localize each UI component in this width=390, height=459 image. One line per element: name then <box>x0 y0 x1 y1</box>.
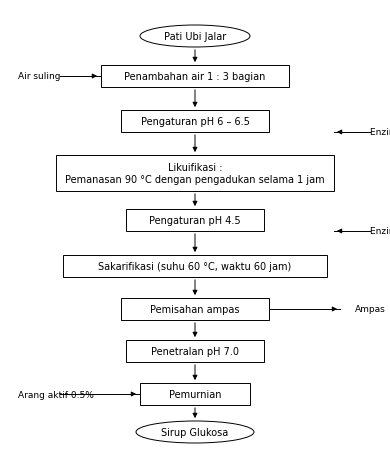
FancyBboxPatch shape <box>126 340 264 362</box>
Text: Penambahan air 1 : 3 bagian: Penambahan air 1 : 3 bagian <box>124 72 266 82</box>
FancyBboxPatch shape <box>63 256 327 277</box>
Ellipse shape <box>136 421 254 443</box>
FancyBboxPatch shape <box>121 111 269 133</box>
Text: Pengaturan pH 6 – 6.5: Pengaturan pH 6 – 6.5 <box>140 117 250 127</box>
Text: Enzim α-amilase: Enzim α-amilase <box>370 128 390 137</box>
FancyBboxPatch shape <box>101 66 289 88</box>
Text: Arang aktif 0.5%: Arang aktif 0.5% <box>18 390 94 398</box>
FancyBboxPatch shape <box>126 210 264 231</box>
Text: Penetralan pH 7.0: Penetralan pH 7.0 <box>151 346 239 356</box>
Ellipse shape <box>140 26 250 48</box>
Text: Enzim AMG: Enzim AMG <box>370 227 390 236</box>
Text: Pati Ubi Jalar: Pati Ubi Jalar <box>164 32 226 42</box>
Text: Sirup Glukosa: Sirup Glukosa <box>161 427 229 437</box>
Text: Sakarifikasi (suhu 60 °C, waktu 60 jam): Sakarifikasi (suhu 60 °C, waktu 60 jam) <box>98 262 292 271</box>
FancyBboxPatch shape <box>56 156 334 191</box>
Text: Pengaturan pH 4.5: Pengaturan pH 4.5 <box>149 216 241 225</box>
FancyBboxPatch shape <box>121 298 269 320</box>
Text: Likuifikasi :
Pemanasan 90 °C dengan pengadukan selama 1 jam: Likuifikasi : Pemanasan 90 °C dengan pen… <box>65 162 325 185</box>
Text: Ampas: Ampas <box>355 305 386 314</box>
FancyBboxPatch shape <box>140 383 250 405</box>
Text: Pemurnian: Pemurnian <box>169 389 221 399</box>
Text: Pemisahan ampas: Pemisahan ampas <box>150 304 240 314</box>
Text: Air suling: Air suling <box>18 73 60 81</box>
